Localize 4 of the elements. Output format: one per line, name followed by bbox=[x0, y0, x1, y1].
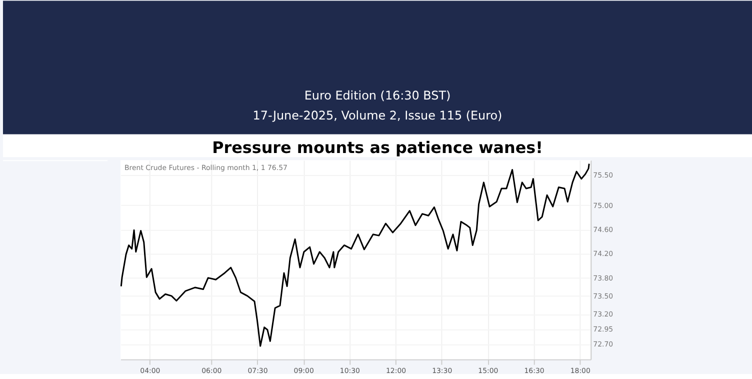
line-series bbox=[120, 162, 590, 347]
text: Euro Edition (16:30 BST) bbox=[304, 88, 451, 102]
chart-title: Pressure mounts as patience wanes! bbox=[212, 138, 543, 158]
text: 17-June-2025, Volume 2, Issue 115 (Euro) bbox=[252, 108, 502, 122]
